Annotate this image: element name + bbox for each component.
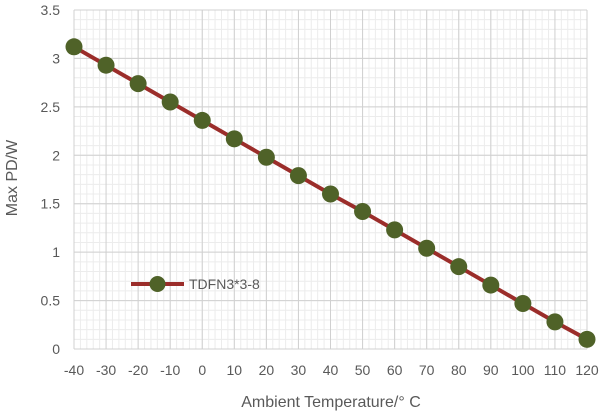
data-point (97, 56, 115, 74)
x-tick-label: 20 (259, 362, 275, 378)
data-point (386, 221, 404, 239)
legend-label: TDFN3*3-8 (189, 276, 260, 292)
x-tick-label: 0 (198, 362, 206, 378)
data-point (450, 258, 468, 276)
x-tick-label: -30 (96, 362, 116, 378)
data-point (514, 294, 532, 312)
y-axis-tick-labels: 0 0.5 1 1.5 2 2.5 3 3.5 (41, 2, 61, 357)
legend-marker-swatch (149, 276, 166, 292)
data-point (161, 93, 179, 111)
x-tick-label: 50 (355, 362, 371, 378)
data-point (193, 111, 211, 129)
data-point (129, 75, 147, 93)
x-tick-label: 90 (483, 362, 499, 378)
x-tick-label: 60 (387, 362, 403, 378)
y-tick-label: 0 (52, 341, 60, 357)
x-tick-label: 30 (291, 362, 307, 378)
y-tick-label: 2 (52, 147, 60, 163)
data-point (578, 330, 596, 348)
data-point (418, 239, 436, 257)
y-tick-label: 1 (52, 244, 60, 260)
x-tick-label: 100 (511, 362, 535, 378)
data-point (322, 185, 339, 203)
data-point (65, 38, 83, 56)
y-tick-label: 3.5 (41, 2, 61, 18)
x-tick-label: 80 (451, 362, 467, 378)
y-tick-label: 3 (52, 50, 60, 66)
y-tick-label: 0.5 (41, 293, 61, 309)
data-point (482, 276, 500, 294)
x-axis-label: Ambient Temperature/° C (241, 394, 421, 411)
x-tick-label: 120 (575, 362, 599, 378)
series-layer (65, 38, 596, 348)
y-tick-label: 1.5 (41, 196, 61, 212)
x-tick-label: -10 (160, 362, 180, 378)
x-tick-label: -20 (128, 362, 148, 378)
x-tick-label: -40 (64, 362, 84, 378)
x-tick-label: 70 (419, 362, 435, 378)
y-tick-label: 2.5 (41, 99, 61, 115)
data-point (289, 167, 307, 185)
y-axis-label: Max PD/W (4, 139, 21, 216)
data-point (546, 313, 564, 331)
data-point (225, 130, 243, 148)
x-tick-label: 10 (227, 362, 243, 378)
legend: TDFN3*3-8 (131, 276, 260, 292)
data-point (257, 148, 275, 166)
x-tick-label: 110 (544, 362, 567, 378)
x-axis-tick-labels: -40 -30 -20 -10 0 10 20 30 40 50 60 70 80 90 100 110 120 (64, 362, 599, 378)
data-point (354, 202, 372, 220)
x-tick-label: 40 (323, 362, 339, 378)
